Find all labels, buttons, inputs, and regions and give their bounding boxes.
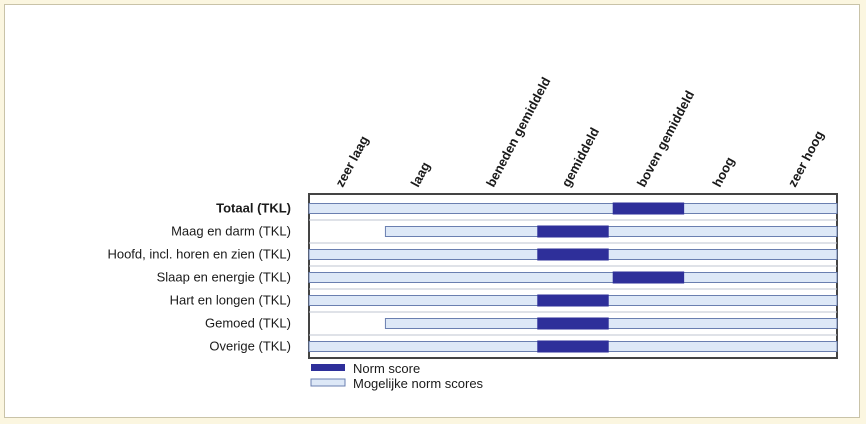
legend-label: Mogelijke norm scores	[353, 376, 484, 391]
level-label: zeer laag	[332, 133, 371, 189]
row-label: Gemoed (TKL)	[205, 316, 291, 331]
possible-range-bar	[384, 318, 838, 329]
chart-frame: zeer laag laag beneden gemiddeld gemiddeld b…	[4, 4, 860, 418]
norm-score-bar	[537, 248, 609, 261]
legend-swatch-norm	[311, 364, 345, 371]
row-label: Hoofd, incl. horen en zien (TKL)	[107, 247, 291, 262]
row-label: Slaap en energie (TKL)	[157, 270, 291, 285]
possible-range-bar	[308, 272, 838, 283]
possible-range-bar	[384, 226, 838, 237]
norm-score-bar	[612, 271, 685, 284]
level-label: hoog	[709, 154, 737, 189]
norm-score-bar	[537, 294, 609, 307]
legend-swatch-possible	[310, 378, 346, 387]
level-label: laag	[408, 159, 433, 189]
norm-score-chart: zeer laag laag beneden gemiddeld gemiddeld b…	[107, 75, 838, 391]
possible-range-bar	[308, 203, 838, 214]
norm-score-bar	[537, 317, 609, 330]
legend-label: Norm score	[353, 361, 420, 376]
row-label: Hart en longen (TKL)	[170, 293, 291, 308]
norm-score-bar	[612, 202, 685, 215]
norm-score-bar	[537, 340, 609, 353]
level-label: boven gemiddeld	[634, 88, 697, 189]
row-label: Overige (TKL)	[209, 339, 291, 354]
level-label: gemiddeld	[558, 125, 602, 189]
level-label: beneden gemiddeld	[483, 75, 554, 190]
row-label: Totaal (TKL)	[216, 201, 291, 216]
norm-score-bar	[537, 225, 609, 238]
level-label: zeer hoog	[785, 128, 827, 189]
row-label: Maag en darm (TKL)	[171, 224, 291, 239]
